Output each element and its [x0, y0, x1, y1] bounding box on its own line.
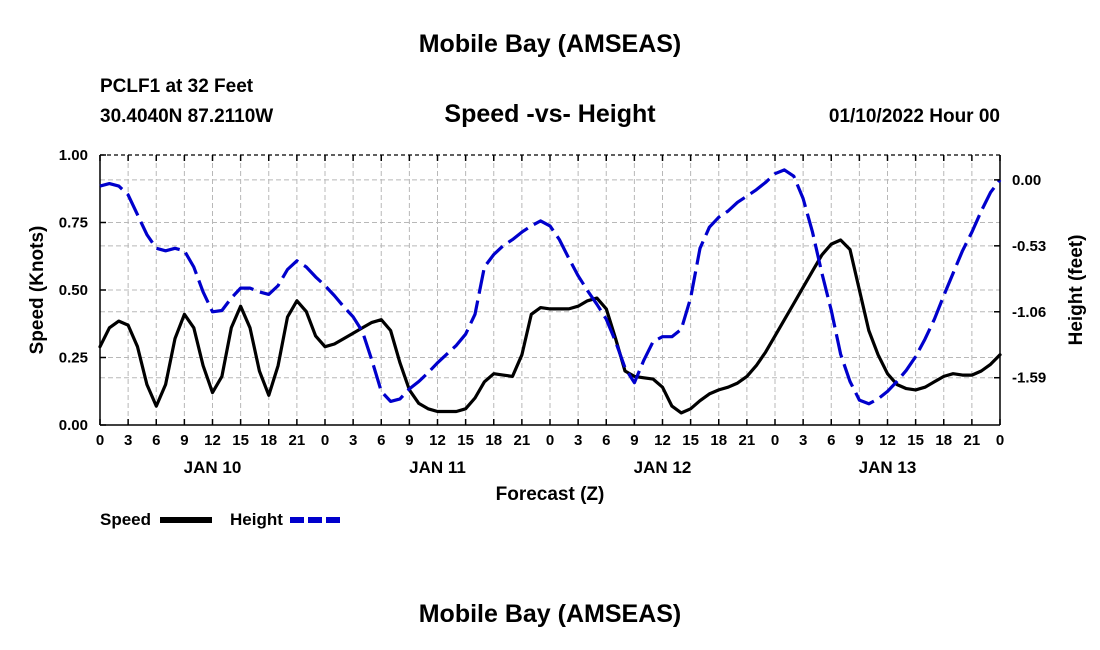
y-left-tick-label: 0.25 [59, 350, 88, 367]
x-tick-label: 18 [935, 432, 952, 449]
x-tick-label: 15 [682, 432, 699, 449]
grid-lines [100, 155, 1000, 425]
y-left-tick-label: 1.00 [59, 147, 88, 164]
x-tick-label: 15 [457, 432, 474, 449]
series-group [98, 168, 1002, 415]
y-axis-left-label: Speed (Knots) [27, 226, 48, 355]
x-tick-label: 0 [321, 432, 329, 449]
x-tick-label: 9 [855, 432, 863, 449]
x-tick-label: 18 [485, 432, 502, 449]
chart-title: Speed -vs- Height [444, 100, 656, 128]
y-left-tick-label: 0.75 [59, 215, 88, 232]
x-tick-label: 6 [152, 432, 160, 449]
x-tick-label: 9 [630, 432, 638, 449]
y-left-tick-label: 0.00 [59, 417, 88, 434]
x-tick-label: 15 [907, 432, 924, 449]
series-line-speed [98, 238, 1002, 415]
page-title-bottom: Mobile Bay (AMSEAS) [418, 600, 682, 628]
x-tick-label: 18 [260, 432, 277, 449]
x-tick-label: 15 [232, 432, 249, 449]
y-axis-right-label: Height (feet) [1066, 235, 1087, 346]
x-tick-label: 6 [827, 432, 835, 449]
day-label: JAN 10 [184, 458, 242, 477]
series-line-height [99, 168, 1002, 406]
datetime-label: 01/10/2022 Hour 00 [828, 106, 1000, 127]
axis-ticks: 0 3 6 9 12 15 18 21 0 3 6 9 12 15 18 21 0 3 6 9 12 15 18 21 0 3 6 9… [59, 147, 1046, 477]
y-right-tick-label: -1.59 [1012, 370, 1046, 387]
x-tick-label: 3 [574, 432, 582, 449]
x-tick-label: 12 [204, 432, 221, 449]
y-right-tick-label: -0.53 [1012, 238, 1046, 255]
x-tick-label: 0 [771, 432, 779, 449]
x-tick-label: 0 [996, 432, 1004, 449]
legend: Speed Height [100, 510, 342, 529]
x-tick-label: 3 [349, 432, 357, 449]
coords-label: 30.4040N 87.2110W [100, 106, 274, 127]
x-tick-label: 21 [289, 432, 306, 449]
x-tick-label: 3 [124, 432, 132, 449]
x-tick-label: 6 [377, 432, 385, 449]
x-tick-label: 9 [405, 432, 413, 449]
x-axis-label: Forecast (Z) [496, 484, 605, 505]
x-tick-label: 21 [964, 432, 981, 449]
station-label: PCLF1 at 32 Feet [100, 76, 254, 97]
x-tick-label: 21 [739, 432, 756, 449]
y-left-tick-label: 0.50 [59, 282, 88, 299]
x-tick-label: 12 [429, 432, 446, 449]
x-tick-label: 12 [654, 432, 671, 449]
x-tick-label: 6 [602, 432, 610, 449]
day-label: JAN 13 [859, 458, 917, 477]
x-tick-label: 21 [514, 432, 531, 449]
y-right-tick-label: 0.00 [1012, 172, 1041, 189]
legend-height-label: Height [230, 510, 283, 529]
x-tick-label: 0 [546, 432, 554, 449]
x-tick-label: 18 [710, 432, 727, 449]
y-right-tick-label: -1.06 [1012, 304, 1046, 321]
x-tick-label: 9 [180, 432, 188, 449]
day-label: JAN 12 [634, 458, 692, 477]
x-tick-label: 3 [799, 432, 807, 449]
legend-speed-label: Speed [100, 510, 151, 529]
day-label: JAN 11 [409, 458, 466, 477]
x-tick-label: 12 [879, 432, 896, 449]
page-title: Mobile Bay (AMSEAS) [418, 30, 682, 58]
x-tick-label: 0 [96, 432, 104, 449]
